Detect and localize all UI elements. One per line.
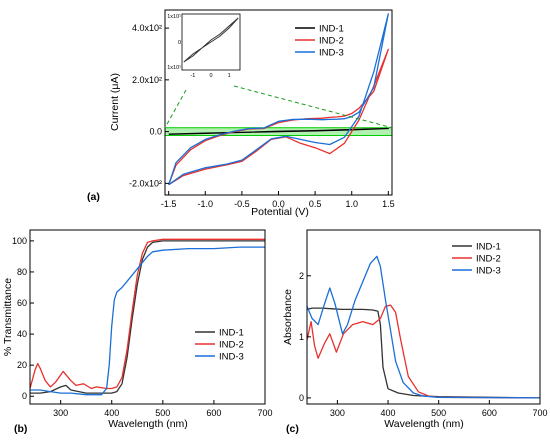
x-axis-label: Wavelength (nm) — [384, 418, 464, 430]
x-axis-label: Potential (V) — [251, 206, 309, 218]
chart-panel-2: 300 400 500 600 700 0 20 40 60 80 100 Wavelength (n… — [2, 229, 273, 435]
x-tick-label: -1.0 — [198, 199, 214, 209]
y-tick-label: 100 — [12, 236, 27, 246]
series-line-ind-3 — [306, 255, 541, 399]
panel-label: (b) — [14, 423, 27, 435]
x-tick-label: 1.5 — [382, 199, 395, 209]
inset-x-tick-label: -1 — [190, 73, 195, 79]
y-tick-label: 4.0x10² — [132, 23, 162, 33]
y-tick-label: 80 — [17, 267, 27, 277]
x-tick-label: -1.5 — [161, 199, 177, 209]
inset: -1 0 1 1x10¹ 0 1x10¹ — [164, 13, 393, 129]
y-tick-label: 0.0 — [149, 127, 162, 137]
x-tick-label: 0.0 — [272, 199, 285, 209]
series-line-ind-1 — [306, 307, 541, 399]
inset-x-tick-label: 1 — [228, 73, 231, 79]
panel-label: (a) — [87, 191, 100, 203]
zoom-line-right — [233, 85, 393, 129]
x-tick-label: 500 — [431, 408, 446, 418]
y-tick-label: 20 — [17, 360, 27, 370]
series-line-ind-2 — [29, 238, 265, 390]
plot-frame — [29, 229, 266, 405]
y-tick-label: 2.0x10² — [132, 75, 162, 85]
x-tick-label: 600 — [206, 408, 221, 418]
plot-frame — [306, 229, 541, 405]
y-tick-label: -2.0x10² — [129, 178, 162, 188]
x-tick-label: -0.5 — [234, 199, 250, 209]
chart-panel-1: -1.5 -1.0 -0.5 0.0 0.5 1.0 1.5 -2.0x10² 0.0 2.0x1… — [87, 9, 395, 218]
legend-label: IND-1 — [319, 24, 344, 35]
legend-label: IND-3 — [319, 48, 344, 59]
legend-label: IND-2 — [319, 36, 344, 47]
legend-label: IND-1 — [476, 242, 501, 253]
x-axis-label: Wavelength (nm) — [108, 418, 188, 430]
inset-y-tick-label: 1x10¹ — [167, 65, 181, 71]
y-tick-label: 0 — [299, 393, 304, 403]
x-tick-label: 0.5 — [309, 199, 322, 209]
y-tick-label: 40 — [17, 329, 27, 339]
y-tick-label: 0 — [22, 391, 27, 401]
zoom-line-left — [164, 89, 187, 128]
legend-label: IND-3 — [219, 352, 244, 363]
inset-line — [183, 17, 239, 63]
inset-y-tick-label: 0 — [178, 40, 181, 46]
x-tick-label: 1.0 — [345, 199, 358, 209]
inset-x-tick-label: 0 — [209, 73, 212, 79]
inset-y-tick-label: 1x10¹ — [167, 14, 181, 20]
y-axis-label: % Transmittance — [2, 278, 14, 356]
legend-label: IND-1 — [219, 328, 244, 339]
legend-label: IND-2 — [476, 254, 501, 265]
x-tick-label: 500 — [155, 408, 170, 418]
series-line-ind-3 — [168, 13, 389, 186]
legend-label: IND-3 — [476, 266, 501, 277]
x-tick-label: 400 — [104, 408, 119, 418]
y-tick-label: 1 — [299, 332, 304, 342]
series-line-ind-2 — [306, 304, 541, 399]
y-tick-label: 2 — [299, 271, 304, 281]
series-line-ind-1 — [168, 127, 389, 135]
x-tick-label: 600 — [482, 408, 497, 418]
chart-panel-3: 300 400 500 600 700 0 1 2 Wavelength (nm) Absorba… — [282, 229, 548, 435]
x-tick-label: 400 — [381, 408, 396, 418]
y-axis-label: Absorbance — [282, 289, 294, 345]
y-tick-label: 60 — [17, 298, 27, 308]
series-line-ind-1 — [30, 240, 265, 394]
x-tick-label: 700 — [532, 408, 547, 418]
x-tick-label: 700 — [257, 408, 272, 418]
legend-label: IND-2 — [219, 340, 244, 351]
x-tick-label: 300 — [53, 408, 68, 418]
y-axis-label: Current (μA) — [109, 73, 121, 131]
panel-label: (c) — [286, 423, 299, 435]
series-line-ind-3 — [30, 246, 265, 396]
x-tick-label: 300 — [330, 408, 345, 418]
